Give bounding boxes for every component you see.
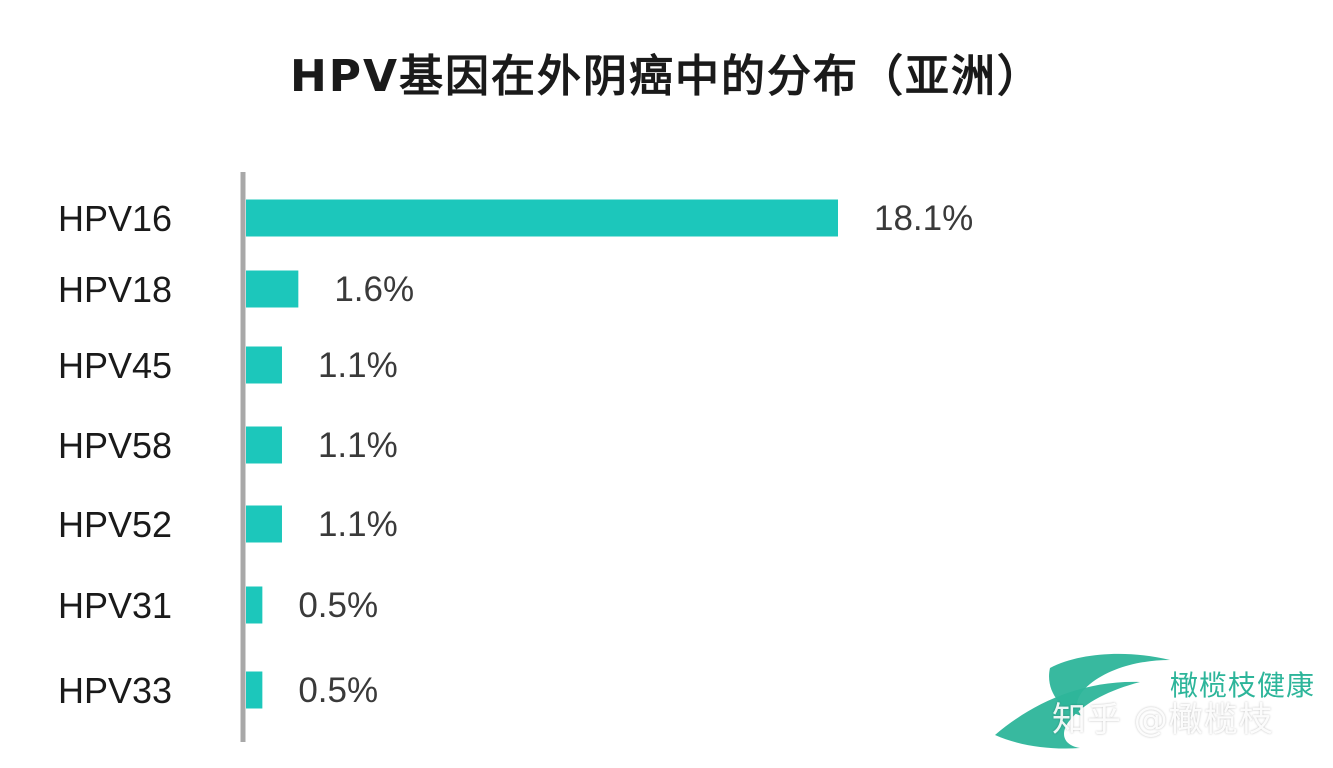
- bar: [246, 505, 282, 543]
- bar: [246, 426, 282, 464]
- bar: [246, 199, 838, 237]
- watermark-credit: 知乎 @橄榄枝: [1052, 700, 1274, 740]
- category-labels: HPV16 HPV18 HPV45 HPV58 HPV52 HPV31 HPV33: [58, 198, 172, 711]
- bars: [246, 199, 838, 709]
- watermark-logo-icon: [995, 653, 1170, 749]
- value-label: 1.6%: [334, 270, 414, 309]
- category-label: HPV52: [58, 504, 172, 545]
- bar: [246, 586, 263, 624]
- category-label: HPV18: [58, 269, 172, 310]
- bar: [246, 346, 282, 384]
- value-label: 1.1%: [318, 426, 398, 465]
- category-label: HPV58: [58, 425, 172, 466]
- chart-title: HPV基因在外阴癌中的分布（亚洲）: [289, 51, 1044, 102]
- bar: [246, 270, 299, 308]
- category-label: HPV45: [58, 345, 172, 386]
- bar: [246, 671, 263, 709]
- watermark-brand: 橄榄枝健康: [1170, 669, 1316, 702]
- value-label: 1.1%: [318, 505, 398, 544]
- category-label: HPV31: [58, 585, 172, 626]
- category-label: HPV33: [58, 670, 172, 711]
- category-label: HPV16: [58, 198, 172, 239]
- value-label: 0.5%: [298, 586, 378, 625]
- value-label: 0.5%: [298, 671, 378, 710]
- value-labels: 18.1% 1.6% 1.1% 1.1% 1.1% 0.5% 0.5%: [298, 199, 973, 710]
- value-label: 1.1%: [318, 346, 398, 385]
- value-label: 18.1%: [874, 199, 973, 238]
